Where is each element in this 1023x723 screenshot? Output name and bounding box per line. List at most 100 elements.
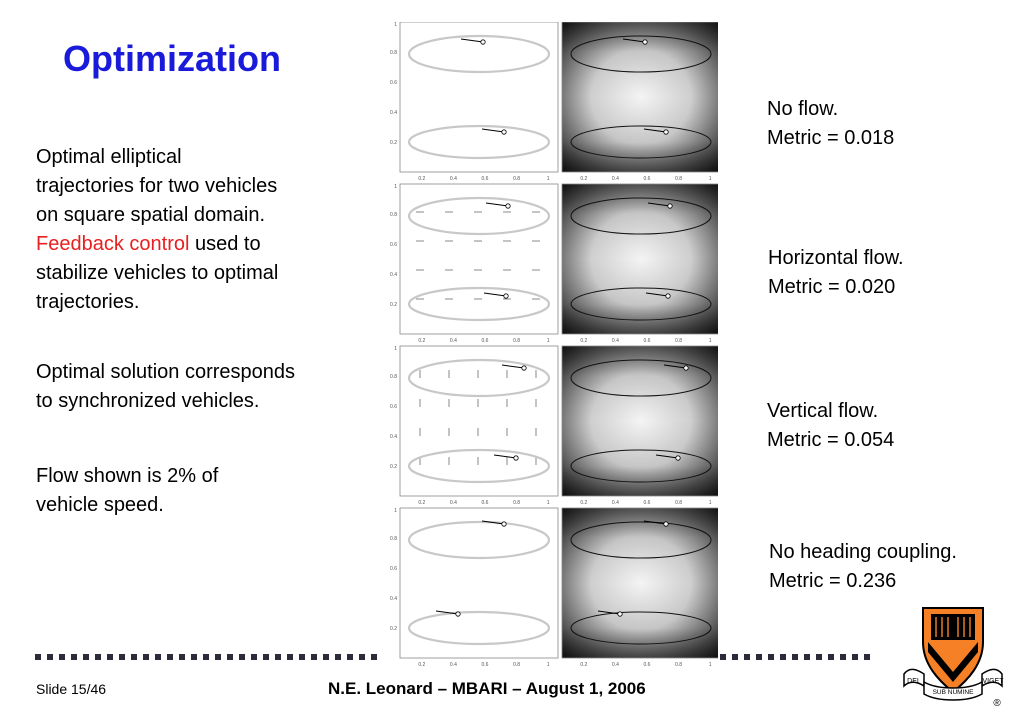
axis-tick-label: 0.8 (390, 212, 397, 218)
metric-field-panel: 0.2 0.4 0.6 0.8 1 (561, 22, 718, 182)
text-line: Optimal elliptical (36, 146, 182, 168)
axis-tick-label: 0.6 (390, 404, 397, 410)
vehicle-heading-arrow (647, 202, 671, 207)
paragraph-flow: Flow shown is 2% of vehicle speed. (36, 462, 218, 520)
axis-tick-label: 0.6 (644, 500, 651, 506)
axis-tick-label: 0.4 (390, 434, 397, 440)
upper-ellipse-trajectory (407, 196, 551, 236)
upper-ellipse-trajectory (570, 521, 712, 559)
footer-presenter-date: N.E. Leonard – MBARI – August 1, 2006 (328, 679, 646, 698)
trajectory-panel: 0.2 0.4 0.6 0.8 1 0.2 0.4 0.6 0.8 1 (390, 345, 559, 506)
metric-field-panel: 0.2 0.4 0.6 0.8 1 (561, 345, 718, 506)
axis-tick-label: 0.2 (418, 338, 425, 344)
vehicle-marker (480, 39, 486, 45)
vehicle-heading-arrow (501, 364, 525, 369)
axis-tick-label: 0.6 (482, 662, 489, 667)
vehicle-marker (683, 365, 689, 371)
shaded-field-overlay (562, 508, 718, 658)
vehicle-marker (521, 365, 527, 371)
lower-ellipse-trajectory (570, 287, 712, 321)
panel-frame (561, 345, 718, 497)
axis-tick-label: 0.6 (482, 500, 489, 506)
upper-ellipse-trajectory (407, 520, 551, 560)
text-line: to synchronized vehicles. (36, 390, 260, 412)
shaded-field-overlay (562, 184, 718, 334)
vehicle-marker (663, 129, 669, 135)
axis-tick-label: 1 (394, 508, 397, 514)
lower-ellipse-trajectory (407, 286, 551, 322)
axis-tick-label: 1 (394, 346, 397, 352)
axis-tick-label: 0.2 (390, 464, 397, 470)
axis-tick-label: 0.4 (612, 176, 619, 182)
vehicle-marker (617, 611, 623, 617)
footer-divider-left (35, 654, 380, 660)
axis-tick-label: 1 (709, 662, 712, 667)
vehicle-marker (665, 293, 671, 299)
vehicle-heading-arrow (481, 520, 505, 525)
lower-ellipse-trajectory (570, 611, 712, 645)
upper-ellipse-trajectory (407, 358, 551, 398)
axis-tick-label: 0.2 (418, 662, 425, 667)
caption-metric: Metric = 0.236 (769, 570, 897, 592)
vehicle-heading-arrow (483, 292, 507, 297)
vehicle-marker (667, 203, 673, 209)
axis-tick-label: 0.2 (580, 338, 587, 344)
axis-tick-label: 0.2 (580, 662, 587, 667)
axis-tick-label: 0.6 (482, 338, 489, 344)
vehicle-heading-arrow (655, 454, 679, 459)
axis-tick-label: 0.6 (390, 242, 397, 248)
text-line: used to (189, 233, 261, 255)
caption-no-heading-coupling: No heading coupling. Metric = 0.236 (769, 538, 957, 596)
panel-frame (399, 183, 559, 335)
axis-tick-label: 0.8 (675, 500, 682, 506)
axis-tick-label: 1 (709, 176, 712, 182)
axis-tick-label: 0.4 (390, 596, 397, 602)
slide-title: Optimization (63, 38, 281, 79)
text-line: Flow shown is 2% of (36, 465, 219, 487)
vehicle-heading-arrow (597, 610, 621, 615)
vehicle-heading-arrow (481, 128, 505, 133)
feedback-control-highlight: Feedback control (36, 233, 190, 255)
trajectory-panel: 0.2 0.4 0.6 0.8 1 0.2 0.4 0.6 0.8 1 (390, 22, 559, 182)
axis-tick-label: 0.6 (644, 338, 651, 344)
vehicle-marker (455, 611, 461, 617)
vehicle-marker (503, 293, 509, 299)
caption-title: Vertical flow. (767, 400, 879, 422)
axis-tick-label: 0.4 (612, 500, 619, 506)
upper-ellipse-trajectory (570, 197, 712, 235)
axis-tick-label: 1 (547, 662, 550, 667)
panel-frame (399, 22, 559, 173)
panel-frame (561, 507, 718, 659)
axis-tick-label: 0.2 (390, 626, 397, 632)
axis-tick-label: 0.8 (390, 374, 397, 380)
vehicle-marker (675, 455, 681, 461)
registered-mark: ® (993, 698, 1001, 709)
vehicle-heading-arrow (485, 202, 509, 207)
vehicle-marker (513, 455, 519, 461)
axis-tick-label: 0.8 (675, 338, 682, 344)
axis-tick-label: 0.2 (580, 176, 587, 182)
vehicle-heading-arrow (643, 128, 667, 133)
caption-no-flow: No flow. Metric = 0.018 (767, 95, 894, 153)
axis-tick-label: 0.2 (418, 176, 425, 182)
axis-tick-label: 0.6 (390, 566, 397, 572)
axis-tick-label: 1 (547, 500, 550, 506)
axis-tick-label: 0.4 (450, 662, 457, 667)
caption-title: Horizontal flow. (768, 247, 904, 269)
vehicle-marker (505, 203, 511, 209)
seal-ribbon-left: DEI (907, 678, 919, 685)
text-line: Optimal solution corresponds (36, 361, 296, 383)
axis-tick-label: 0.4 (390, 110, 397, 116)
panel-frame (399, 345, 559, 497)
text-line: stabilize vehicles to optimal (36, 262, 279, 284)
text-line: trajectories for two vehicles (36, 175, 278, 197)
axis-tick-label: 0.4 (450, 338, 457, 344)
lower-ellipse-trajectory (407, 610, 551, 646)
lower-ellipse-trajectory (570, 125, 712, 159)
panel-frame (561, 183, 718, 335)
axis-tick-label: 0.4 (612, 338, 619, 344)
vehicle-marker (663, 521, 669, 527)
trajectory-plots-svg: 0.2 0.4 0.6 0.8 1 0.2 0.4 0.6 0.8 1 0.2 0.4 0.6 0.8 1 0… (390, 22, 718, 667)
axis-tick-label: 1 (709, 500, 712, 506)
axis-tick-label: 1 (547, 338, 550, 344)
